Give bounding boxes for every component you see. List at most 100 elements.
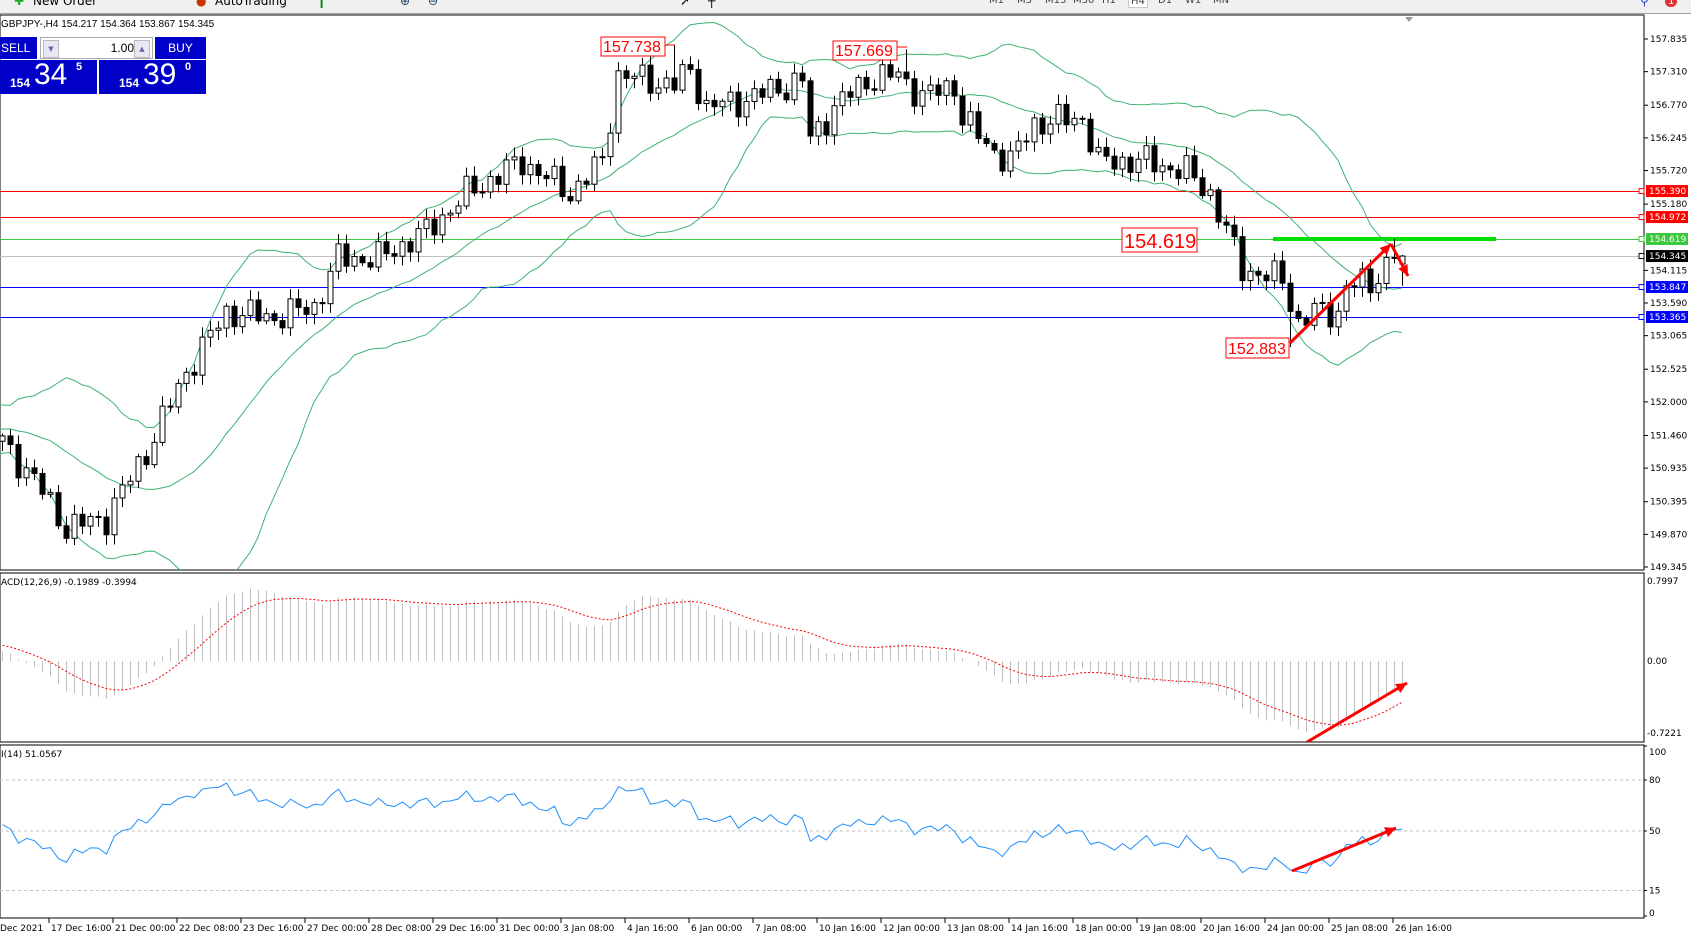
candle-body (1031, 117, 1038, 143)
zoom-in-icon[interactable]: ⊕ (400, 0, 411, 8)
candle (1103, 137, 1110, 162)
candle-body (967, 111, 974, 126)
candle (567, 187, 574, 205)
candle-body (1375, 282, 1382, 294)
annotation-label: 157.669 (835, 43, 893, 60)
timeframe-h1[interactable]: H1 (1102, 0, 1116, 6)
candle (1087, 112, 1094, 156)
lot-decrease-icon[interactable]: ▼ (43, 40, 59, 58)
timeframe-h4[interactable]: H4 (1128, 0, 1148, 8)
candle-body (463, 175, 470, 207)
timeframe-m1[interactable]: M1 (989, 0, 1004, 6)
candle-body (263, 313, 270, 322)
candle (1287, 273, 1294, 347)
autotrading-icon[interactable]: ● (196, 0, 207, 8)
candle (415, 220, 422, 262)
annotation-label: 157.738 (603, 39, 661, 56)
candle (679, 59, 686, 94)
candle (551, 158, 558, 186)
candle-body (983, 138, 990, 145)
candle-body (1111, 155, 1118, 170)
price-annotation (1121, 227, 1198, 253)
candle-body (895, 71, 902, 78)
sell-price-small: 154 (10, 76, 31, 90)
price-tick-label: 156.770 (1650, 101, 1687, 111)
candle-body (287, 298, 294, 329)
candle-body (0, 435, 6, 442)
level-handle (1638, 284, 1645, 291)
candle (343, 234, 350, 273)
sell-price-button[interactable]: 154 34 5 (0, 58, 97, 94)
time-tick-label: Dec 2021 (0, 924, 43, 934)
candle (607, 123, 614, 166)
candle-body (183, 371, 190, 384)
level-handle (1638, 236, 1645, 243)
one-click-trading-panel: SELL ▼ 1.00 ▲ BUY 154 34 5 154 39 0 (0, 37, 206, 94)
sell-button[interactable]: SELL (0, 37, 37, 59)
cursor-icon[interactable]: ➚ (680, 0, 691, 8)
candle (119, 475, 126, 508)
candle-body (1055, 103, 1062, 125)
buy-price-button[interactable]: 154 39 0 (99, 58, 206, 94)
candle (519, 147, 526, 185)
candle-body (823, 121, 830, 136)
candle (815, 116, 822, 146)
candle (1231, 215, 1238, 246)
candle-body (367, 262, 374, 268)
candle (143, 449, 150, 470)
price-tick-label: 152.000 (1650, 398, 1687, 408)
price-tick-label: 155.180 (1650, 200, 1687, 210)
bar-chart-icon[interactable]: ┃ (318, 0, 326, 8)
candle-body (831, 105, 838, 136)
lot-increase-icon[interactable]: ▲ (134, 40, 150, 58)
price-level-tag-label: 154.345 (1649, 252, 1686, 262)
candle-body (911, 78, 918, 107)
candle (991, 140, 998, 154)
timeframe-m15[interactable]: M15 (1045, 0, 1067, 6)
timeframe-w1[interactable]: W1 (1185, 0, 1202, 6)
candle (167, 398, 174, 413)
candle (1047, 115, 1054, 144)
candle (327, 262, 334, 313)
candle (351, 250, 358, 272)
buy-button[interactable]: BUY (155, 37, 206, 59)
candle (1239, 226, 1246, 291)
candle-body (71, 513, 78, 539)
price-tick-label: 150.395 (1650, 498, 1687, 508)
bollinger-lower-band (0, 116, 1403, 570)
timeframe-m30[interactable]: M30 (1073, 0, 1095, 6)
lot-size-input[interactable]: ▼ 1.00 ▲ (40, 37, 153, 59)
candle (871, 79, 878, 96)
autotrading-button[interactable]: AutoTrading (215, 0, 287, 8)
candle (927, 75, 934, 101)
candle-body (383, 241, 390, 255)
candle-body (1063, 103, 1070, 126)
new-order-icon[interactable]: ✚ (14, 0, 25, 8)
price-level-tag (1646, 281, 1688, 294)
candle (543, 170, 550, 187)
zoom-out-icon[interactable]: ⊖ (428, 0, 439, 8)
candle (831, 95, 838, 145)
candle (935, 78, 942, 106)
crosshair-icon[interactable]: ┼ (708, 0, 716, 8)
search-icon[interactable]: ⚲ (1640, 0, 1649, 8)
timeframe-d1[interactable]: D1 (1158, 0, 1173, 6)
timeframe-mn[interactable]: MN (1213, 0, 1230, 6)
price-tick-label: 151.460 (1650, 431, 1687, 441)
price-tick-label: 152.525 (1650, 365, 1687, 375)
candle-body (63, 525, 70, 539)
candle (1327, 292, 1334, 335)
annotation-label: 152.883 (1228, 341, 1286, 358)
candle (1111, 147, 1118, 176)
candle-body (639, 64, 646, 77)
candle-body (247, 299, 254, 317)
candle (631, 72, 638, 89)
notifications-badge[interactable]: 1 (1665, 0, 1678, 7)
new-order-button[interactable]: New Order (33, 0, 98, 8)
timeframe-m5[interactable]: M5 (1017, 0, 1032, 6)
price-tick-label: 154.115 (1650, 266, 1687, 276)
time-tick-label: 18 Jan 00:00 (1075, 924, 1132, 934)
price-annotation (832, 40, 898, 61)
candle (1167, 162, 1174, 178)
